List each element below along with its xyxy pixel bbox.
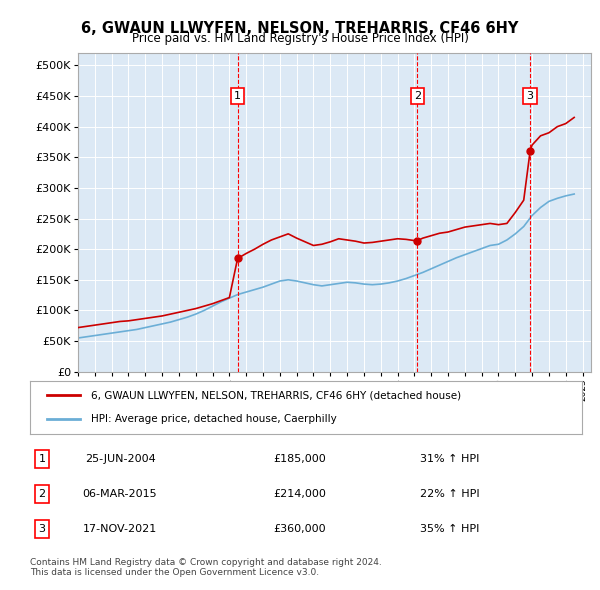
Text: 3: 3 bbox=[527, 91, 533, 101]
Text: 06-MAR-2015: 06-MAR-2015 bbox=[83, 489, 157, 499]
Text: 22% ↑ HPI: 22% ↑ HPI bbox=[420, 489, 480, 499]
Text: 3: 3 bbox=[38, 524, 46, 534]
Text: 2: 2 bbox=[38, 489, 46, 499]
Text: 1: 1 bbox=[234, 91, 241, 101]
Text: 1: 1 bbox=[38, 454, 46, 464]
Text: £360,000: £360,000 bbox=[274, 524, 326, 534]
Text: 6, GWAUN LLWYFEN, NELSON, TREHARRIS, CF46 6HY: 6, GWAUN LLWYFEN, NELSON, TREHARRIS, CF4… bbox=[82, 21, 518, 35]
Point bbox=[526, 146, 535, 156]
Point bbox=[413, 236, 422, 245]
Text: Contains HM Land Registry data © Crown copyright and database right 2024.
This d: Contains HM Land Registry data © Crown c… bbox=[30, 558, 382, 577]
Text: HPI: Average price, detached house, Caerphilly: HPI: Average price, detached house, Caer… bbox=[91, 414, 337, 424]
Text: Price paid vs. HM Land Registry's House Price Index (HPI): Price paid vs. HM Land Registry's House … bbox=[131, 32, 469, 45]
Text: 6, GWAUN LLWYFEN, NELSON, TREHARRIS, CF46 6HY (detached house): 6, GWAUN LLWYFEN, NELSON, TREHARRIS, CF4… bbox=[91, 391, 461, 401]
Text: £185,000: £185,000 bbox=[274, 454, 326, 464]
Point bbox=[233, 254, 242, 263]
Text: 25-JUN-2004: 25-JUN-2004 bbox=[85, 454, 155, 464]
Text: £214,000: £214,000 bbox=[274, 489, 326, 499]
Text: 31% ↑ HPI: 31% ↑ HPI bbox=[421, 454, 479, 464]
Text: 35% ↑ HPI: 35% ↑ HPI bbox=[421, 524, 479, 534]
Text: 17-NOV-2021: 17-NOV-2021 bbox=[83, 524, 157, 534]
Text: 2: 2 bbox=[414, 91, 421, 101]
